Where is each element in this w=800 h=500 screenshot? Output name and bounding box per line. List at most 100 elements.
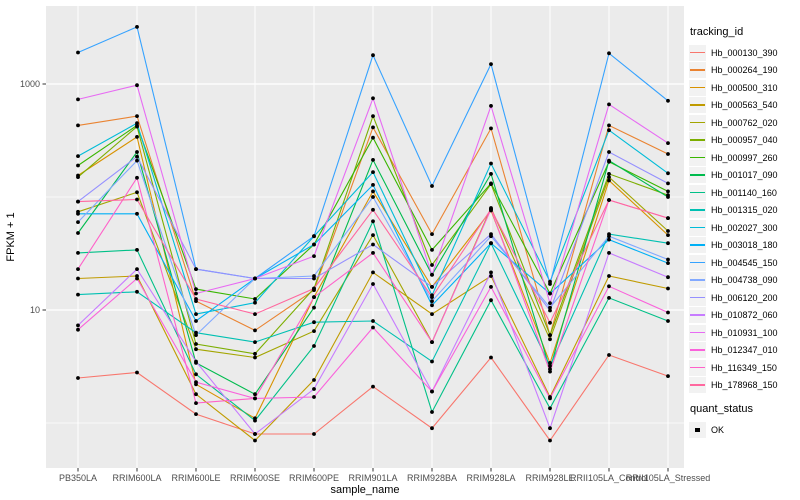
legend-item-label: Hb_000997_260 [711, 152, 778, 163]
data-point [489, 161, 493, 166]
legend-key [689, 219, 706, 236]
data-point [253, 312, 257, 316]
legend-item-label: Hb_000762_020 [711, 117, 778, 128]
data-point [607, 51, 611, 56]
data-point [371, 189, 375, 194]
data-point [194, 359, 198, 364]
data-point [607, 251, 611, 255]
data-point [76, 276, 80, 281]
data-point [548, 305, 552, 310]
legend-line-swatch [690, 261, 705, 264]
data-point [194, 291, 198, 296]
data-point [666, 275, 670, 280]
data-point [135, 25, 139, 29]
legend-line-swatch [690, 121, 705, 124]
legend-line-swatch [690, 191, 705, 194]
data-point [194, 401, 198, 405]
legend-line-swatch [690, 156, 705, 159]
data-point [548, 291, 552, 296]
legend-line-swatch [690, 209, 705, 211]
data-point [430, 340, 434, 344]
legend-key [689, 324, 706, 341]
legend-key [689, 114, 706, 131]
legend-line-swatch [690, 226, 705, 229]
data-point [430, 312, 434, 316]
data-point [253, 351, 257, 356]
x-tick-label: RRIM600LA [112, 473, 161, 483]
data-point [666, 319, 670, 323]
data-point [371, 233, 375, 238]
data-point [430, 299, 434, 303]
legend-item: Hb_000563_540 [689, 97, 799, 115]
data-point [312, 295, 316, 299]
data-point [76, 292, 80, 297]
legend-line-swatch [690, 314, 705, 316]
data-point [489, 241, 493, 246]
data-point [194, 333, 198, 337]
data-point [312, 344, 316, 348]
data-point [430, 359, 434, 364]
data-point [135, 135, 139, 139]
legend-key [689, 167, 706, 184]
data-point [135, 197, 139, 202]
legend-key [689, 79, 706, 96]
data-point [489, 270, 493, 275]
legend-line-swatch [690, 244, 705, 246]
legend-key [689, 377, 706, 394]
data-point [489, 207, 493, 212]
data-point [607, 158, 611, 163]
legend-item: Hb_000762_020 [689, 114, 799, 132]
data-point [607, 128, 611, 133]
quant-legend-key [689, 421, 706, 438]
data-point [253, 340, 257, 344]
data-point [371, 195, 375, 199]
data-point [607, 198, 611, 202]
x-tick-label: RRIM928BA [407, 473, 457, 483]
data-point [371, 325, 375, 330]
data-point [607, 353, 611, 357]
data-point [607, 175, 611, 180]
point-marker-icon [695, 427, 700, 433]
legend-item-label: Hb_003018_180 [711, 240, 778, 251]
data-point [666, 195, 670, 199]
legend-item-label: Hb_012347_010 [711, 345, 778, 356]
legend-item: Hb_004545_150 [689, 254, 799, 272]
data-point [312, 242, 316, 247]
data-point [430, 410, 434, 414]
data-point [666, 141, 670, 146]
legend: tracking_id Hb_000130_390 Hb_000264_190 Hb… [689, 26, 799, 439]
data-point [371, 242, 375, 247]
legend-item-label: Hb_010872_060 [711, 310, 778, 321]
legend-line-swatch [690, 331, 705, 334]
x-tick-label: RRIM600SE [230, 473, 280, 483]
data-point [371, 384, 375, 389]
data-point [548, 406, 552, 411]
legend-item-label: Hb_000500_310 [711, 82, 778, 93]
data-point [371, 319, 375, 323]
legend-line-swatch [690, 51, 705, 54]
quant-legend-title: quant_status [690, 403, 753, 415]
data-point [489, 285, 493, 289]
legend-key [689, 132, 706, 149]
data-point [76, 220, 80, 225]
data-point [76, 154, 80, 159]
legend-item: Hb_001315_020 [689, 202, 799, 220]
data-point [135, 114, 139, 118]
data-point [253, 276, 257, 281]
data-point [489, 274, 493, 278]
legend-key [689, 184, 706, 201]
data-point [253, 396, 257, 401]
data-point [194, 347, 198, 352]
data-point [607, 102, 611, 107]
data-point [371, 270, 375, 275]
legend-line-swatch [690, 104, 705, 106]
data-point [489, 126, 493, 131]
data-point [135, 267, 139, 271]
data-point [430, 389, 434, 394]
data-point [548, 301, 552, 305]
x-tick-label: RRIM928LE [525, 473, 574, 483]
x-tick-label: RRIM600PE [289, 473, 339, 483]
data-point [135, 121, 139, 126]
data-point [666, 98, 670, 103]
